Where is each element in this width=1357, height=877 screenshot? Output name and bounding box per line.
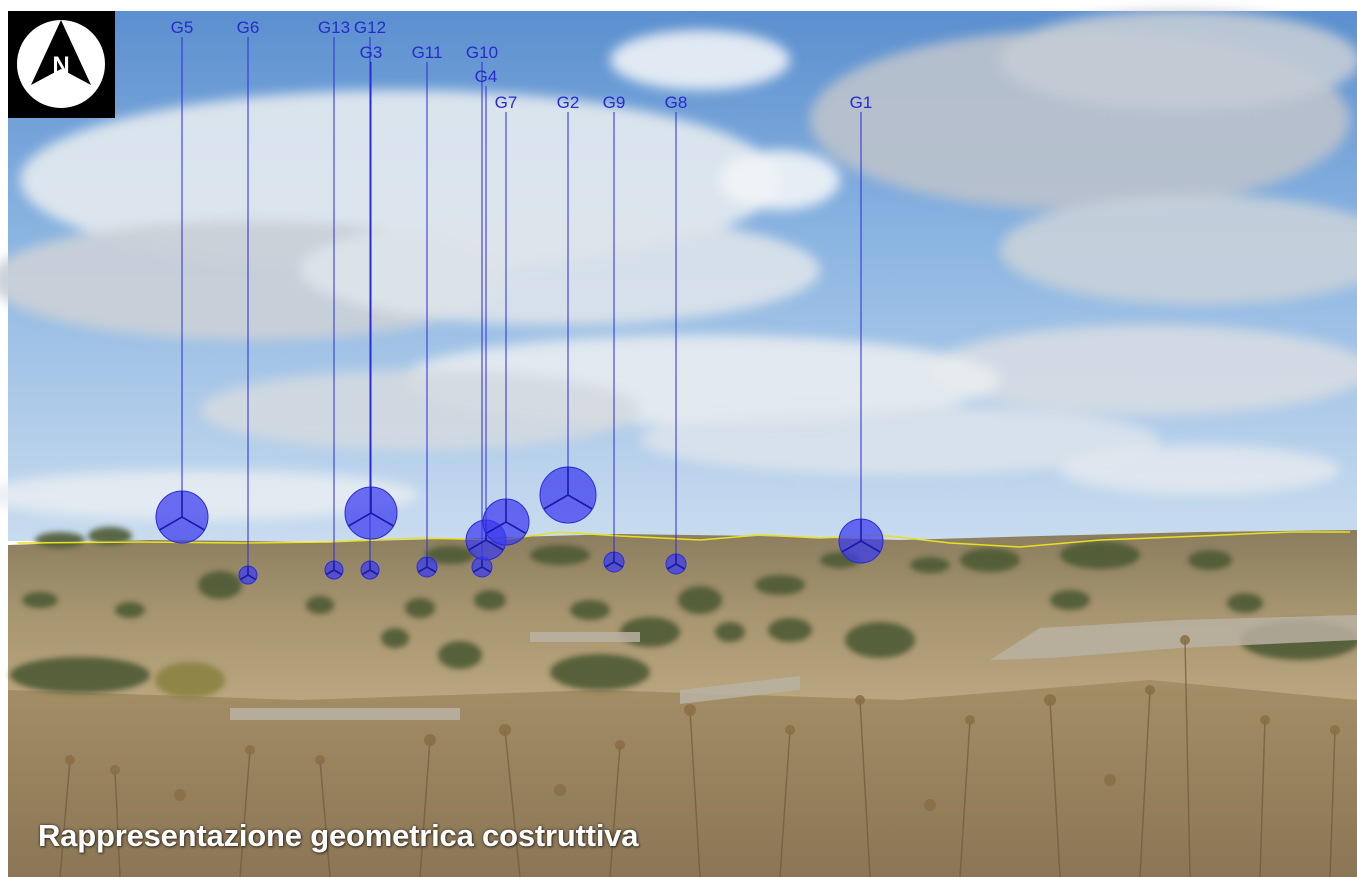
turbine-g11: G11 xyxy=(412,43,443,578)
horizon-line xyxy=(17,531,1350,548)
turbine-label: G13 xyxy=(318,18,350,37)
clouds xyxy=(0,10,1357,520)
turbine-g2: G2 xyxy=(539,93,597,524)
turbine-blade xyxy=(675,563,686,570)
turbine-blade xyxy=(361,569,371,576)
turbine-blade xyxy=(369,569,379,576)
turbine-g5: G5 xyxy=(155,18,209,544)
turbine-label: G3 xyxy=(360,43,383,62)
turbine-blade xyxy=(325,569,335,576)
turbine-blade xyxy=(505,521,527,535)
turbine-blade xyxy=(472,566,483,573)
north-arrow-logo: N xyxy=(8,11,115,118)
turbine-label: G11 xyxy=(412,43,443,62)
turbine-label: G12 xyxy=(354,18,386,37)
turbine-blade xyxy=(860,540,881,553)
dry-grass xyxy=(59,639,1336,877)
turbine-blade xyxy=(247,574,257,581)
turbine-overlay: G5 G6 G13 G12 G3 G11 G10 G4 G7 G2 G9 G8 G1 xyxy=(155,18,884,585)
turbine-blade xyxy=(481,566,492,573)
turbine-label: G4 xyxy=(475,67,498,86)
turbine-g8: G8 xyxy=(665,93,688,575)
turbine-g10: G10 xyxy=(466,43,498,578)
turbine-blade xyxy=(841,540,862,553)
turbine-label: G6 xyxy=(237,18,260,37)
turbine-g1: G1 xyxy=(838,93,884,564)
north-arrow-icon: N xyxy=(17,20,105,108)
turbine-blade xyxy=(239,574,249,581)
turbine-blade xyxy=(666,563,677,570)
turbine-g9: G9 xyxy=(603,93,626,573)
turbine-blade xyxy=(426,566,437,573)
turbine-g6: G6 xyxy=(237,18,260,585)
thistle-heads xyxy=(65,635,1340,811)
turbine-label: G7 xyxy=(495,93,518,112)
turbine-label: G1 xyxy=(850,93,873,112)
turbine-label: G5 xyxy=(171,18,194,37)
turbine-blade xyxy=(485,539,504,551)
turbine-blade xyxy=(417,566,428,573)
turbine-blade xyxy=(543,494,569,510)
turbine-blade xyxy=(567,494,593,510)
turbine-g7: G7 xyxy=(482,93,530,546)
turbine-blade xyxy=(604,561,615,568)
turbine-blade xyxy=(468,539,487,551)
turbine-g3: G3 xyxy=(344,43,398,540)
trees xyxy=(10,527,1357,698)
turbine-label: G10 xyxy=(466,43,498,62)
turbine-g13: G13 xyxy=(318,18,350,580)
stone-walls xyxy=(230,615,1357,720)
turbine-blade xyxy=(348,512,372,527)
north-letter: N xyxy=(52,52,69,79)
turbine-blade xyxy=(370,512,394,527)
turbine-label: G8 xyxy=(665,93,688,112)
turbine-blade xyxy=(485,521,507,535)
turbine-blade xyxy=(333,569,343,576)
turbine-g12: G12 xyxy=(354,18,386,580)
foreground-field xyxy=(8,680,1357,877)
turbine-blade xyxy=(613,561,624,568)
turbine-blade xyxy=(181,516,205,531)
turbine-blade xyxy=(159,516,183,531)
turbine-label: G9 xyxy=(603,93,626,112)
turbine-label: G2 xyxy=(557,93,580,112)
caption: Rappresentazione geometrica costruttiva xyxy=(38,818,639,853)
